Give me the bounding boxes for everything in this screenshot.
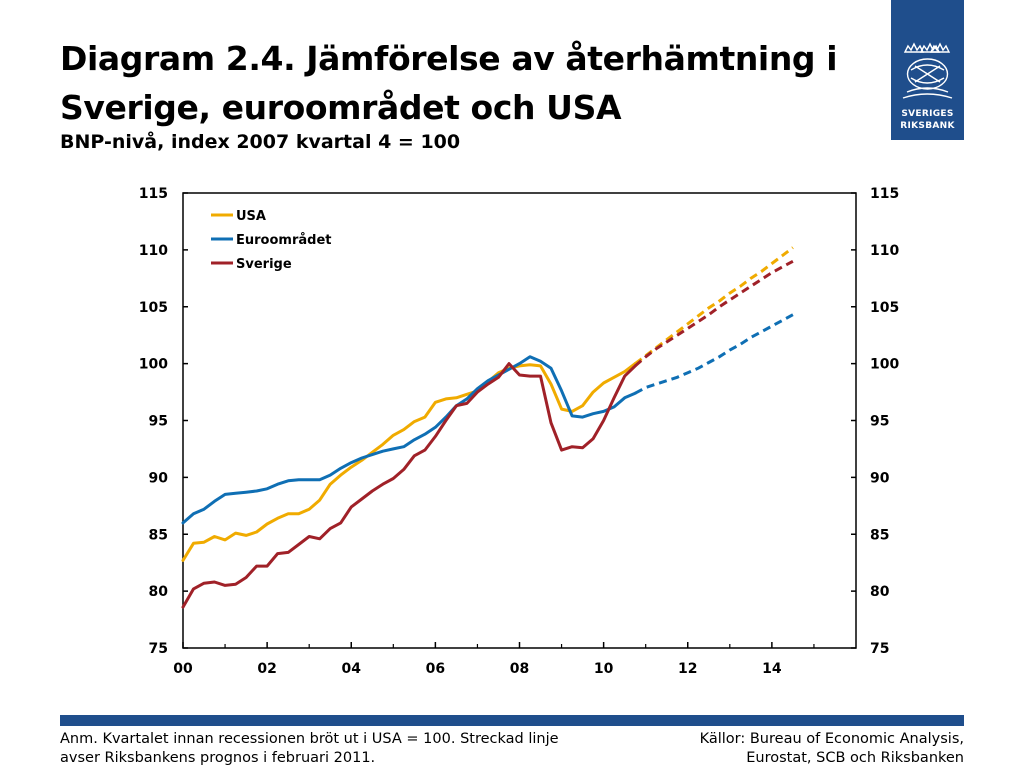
y-tick-label-right: 115: [870, 186, 899, 202]
y-tick-label-left: 100: [139, 357, 168, 373]
x-tick-label: 04: [342, 661, 362, 677]
x-tick-label: 02: [257, 661, 276, 677]
legend-label: USA: [236, 209, 266, 224]
riksbank-crest-icon: [902, 42, 953, 99]
y-tick-label-right: 80: [870, 584, 890, 600]
sources-line-1: Källor: Bureau of Economic Analysis,: [699, 731, 964, 747]
note-line-2: avser Riksbankens prognos i februari 201…: [60, 750, 376, 766]
y-tick-label-left: 105: [139, 300, 168, 316]
y-tick-label-left: 90: [149, 470, 169, 486]
x-tick-label: 08: [510, 661, 529, 677]
y-tick-label-left: 110: [139, 243, 168, 259]
x-tick-label: 14: [762, 661, 782, 677]
title-line-2: Sverige, euroområdet och USA: [60, 88, 622, 127]
x-tick-label: 00: [173, 661, 193, 677]
series-line-sverige-forecast: [634, 259, 794, 368]
chart-note: Anm. Kvartalet innan recessionen bröt ut…: [60, 730, 600, 768]
chart-subtitle: BNP-nivå, index 2007 kvartal 4 = 100: [60, 131, 461, 153]
y-tick-label-left: 80: [149, 584, 169, 600]
y-tick-label-right: 90: [870, 470, 890, 486]
note-line-1: Anm. Kvartalet innan recessionen bröt ut…: [60, 731, 559, 747]
series-line-euroomr-det-forecast: [634, 313, 794, 395]
logo-text-line-1: SVERIGES: [901, 109, 954, 119]
y-tick-label-right: 95: [870, 414, 889, 430]
y-tick-label-right: 85: [870, 527, 889, 543]
chart-sources: Källor: Bureau of Economic Analysis, Eur…: [644, 730, 964, 768]
y-tick-label-right: 75: [870, 641, 889, 657]
y-tick-label-left: 95: [149, 414, 168, 430]
logo-text-line-2: RIKSBANK: [900, 121, 955, 131]
x-tick-label: 12: [678, 661, 697, 677]
x-tick-label: 06: [426, 661, 445, 677]
y-tick-label-left: 115: [139, 186, 168, 202]
series-line-sverige-actual: [181, 362, 637, 609]
y-tick-label-left: 85: [149, 527, 168, 543]
legend-label: Sverige: [236, 257, 292, 272]
sources-line-2: Eurostat, SCB och Riksbanken: [746, 750, 964, 766]
title-line-1: Diagram 2.4. Jämförelse av återhämtning …: [60, 39, 838, 78]
y-tick-label-right: 110: [870, 243, 899, 259]
riksbank-logo: SVERIGES RIKSBANK: [891, 0, 964, 140]
series-line-euroomr-det-actual: [181, 355, 637, 525]
page-title: Diagram 2.4. Jämförelse av återhämtning …: [60, 34, 880, 132]
series-line-usa-actual: [181, 362, 637, 562]
series-line-usa-forecast: [634, 246, 794, 365]
footer-divider-bar: [60, 715, 964, 726]
y-tick-label-right: 105: [870, 300, 899, 316]
gdp-line-chart: 75 75 80 80 85 85 90 90 95 95 100 100 105 105 110 110 11…: [139, 186, 900, 677]
y-tick-label-right: 100: [870, 357, 899, 373]
legend-label: Euroområdet: [236, 233, 331, 248]
y-tick-label-left: 75: [149, 641, 168, 657]
x-tick-label: 10: [594, 661, 614, 677]
